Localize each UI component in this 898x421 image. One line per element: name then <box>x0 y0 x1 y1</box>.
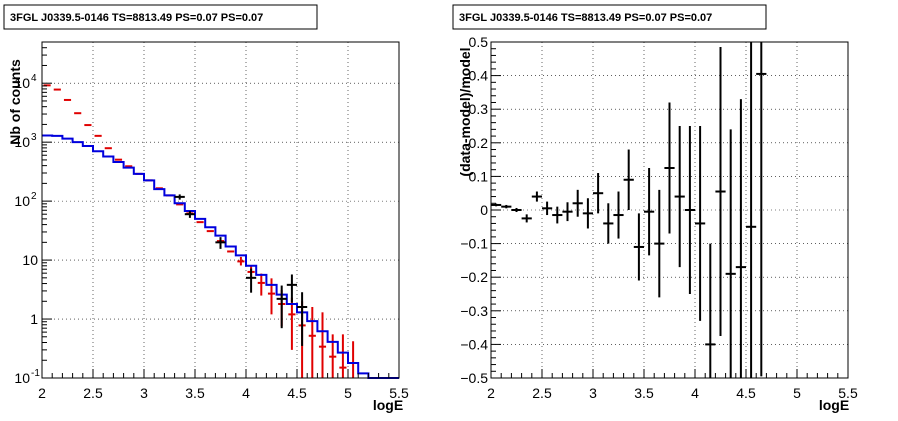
right-y-tick-label: 0 <box>480 202 488 218</box>
left-y-tick-exponent: 2 <box>31 191 37 202</box>
left-x-tick-label: 3 <box>140 385 148 401</box>
left-title: 3FGL J0339.5-0146 TS=8813.49 PS=0.07 PS=… <box>10 12 263 24</box>
left-y-tick-exponent: -1 <box>31 368 40 379</box>
right-plot-area <box>491 42 767 378</box>
left-y-tick-label: 10 <box>14 75 30 91</box>
right-y-tick-label: 0.1 <box>469 168 489 184</box>
right-x-tick-label: 3 <box>589 385 597 401</box>
right-title-box <box>452 4 767 30</box>
left-x-tick-label: 5 <box>344 385 352 401</box>
right-y-tick-label: −0.3 <box>460 303 488 319</box>
left-y-axis-title: Nb of counts <box>7 59 23 145</box>
left-y-tick-label: 10 <box>22 252 38 268</box>
right-x-tick-label: 2 <box>487 385 495 401</box>
left-x-axis-title: logE <box>373 397 403 413</box>
right-x-tick-label: 4 <box>691 385 699 401</box>
right-axes: 2 2.5 3 3.5 4 4.5 5 5.5 −0.5 −0.4 −0.3 −0.2 −0.1 0 0.1… <box>460 34 858 401</box>
left-y-tick-label: 1 <box>30 311 38 327</box>
left-y-tick-exponent: 4 <box>31 73 37 84</box>
left-x-tick-label: 5.5 <box>389 385 409 401</box>
left-title-box <box>3 4 318 30</box>
right-title: 3FGL J0339.5-0146 TS=8813.49 PS=0.07 PS=… <box>459 12 712 24</box>
right-y-tick-label: −0.1 <box>460 236 488 252</box>
right-y-tick-label: 0.3 <box>469 101 489 117</box>
left-x-tick-label: 2.5 <box>83 385 103 401</box>
left-x-tick-label: 2 <box>38 385 46 401</box>
left-frame <box>41 41 400 379</box>
right-y-tick-label: 0.4 <box>469 68 489 84</box>
left-x-tick-label: 4.5 <box>287 385 307 401</box>
left-x-tick-label: 3.5 <box>185 385 205 401</box>
left-panel: 3FGL J0339.5-0146 TS=8813.49 PS=0.07 PS=… <box>3 4 409 413</box>
left-x-tick-label: 4 <box>242 385 250 401</box>
left-plot-area <box>42 84 399 379</box>
left-y-tick-label: 10 <box>14 193 30 209</box>
right-x-axis-title: logE <box>819 397 849 413</box>
right-y-axis-title: (data-model)/model <box>457 47 473 176</box>
left-y-tick-label: 10 <box>14 134 30 150</box>
right-x-tick-label: 5.5 <box>838 385 858 401</box>
right-y-tick-label: 0.2 <box>469 135 489 151</box>
left-grid <box>42 42 399 378</box>
right-x-tick-label: 4.5 <box>736 385 756 401</box>
right-panel: 3FGL J0339.5-0146 TS=8813.49 PS=0.07 PS=… <box>452 4 858 413</box>
right-x-tick-label: 5 <box>793 385 801 401</box>
blue-model-histogram <box>42 134 399 379</box>
left-y-tick-exponent: 3 <box>31 132 37 143</box>
right-x-tick-label: 2.5 <box>532 385 552 401</box>
left-y-tick-label: 10 <box>14 370 30 386</box>
right-x-tick-label: 3.5 <box>634 385 654 401</box>
right-y-tick-label: 0.5 <box>469 34 489 50</box>
right-y-tick-label: −0.2 <box>460 269 488 285</box>
right-y-tick-label: −0.4 <box>460 336 488 352</box>
right-y-tick-label: −0.5 <box>460 370 488 386</box>
